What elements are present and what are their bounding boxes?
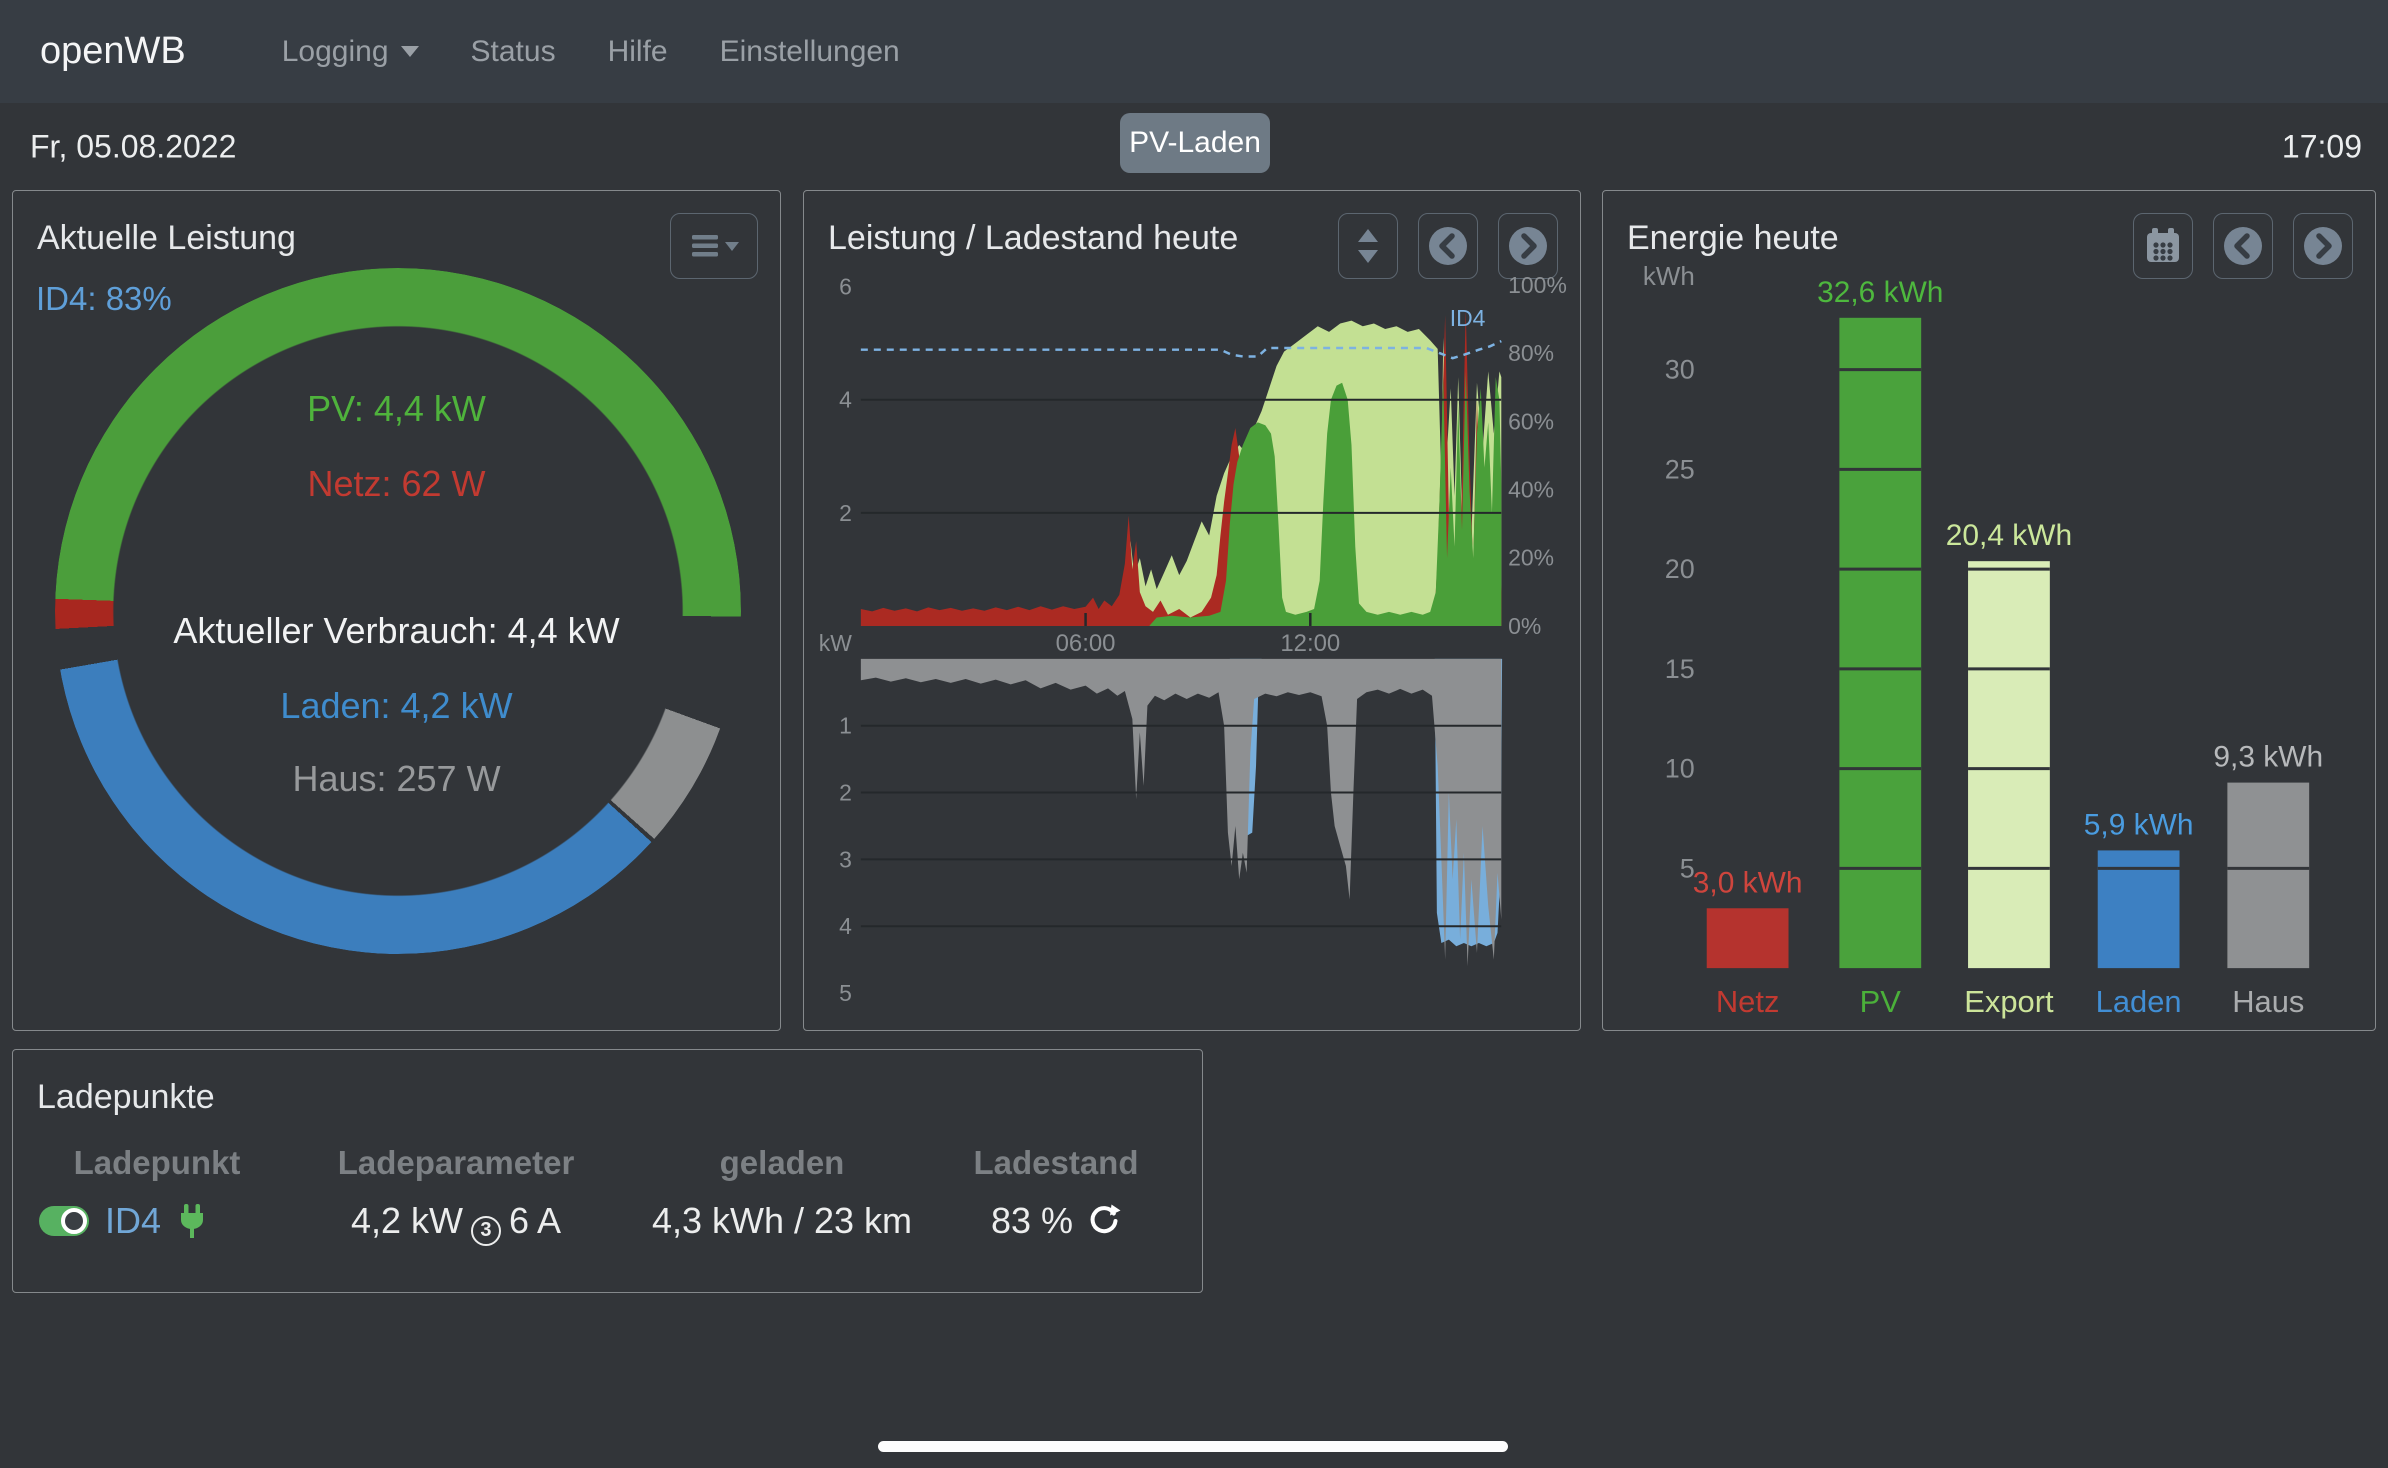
svg-text:30: 30 (1665, 355, 1695, 385)
svg-text:Export: Export (1964, 984, 2054, 1019)
gauge-consumption-value: Aktueller Verbrauch: 4,4 kW (173, 610, 620, 651)
chevron-circle-right-icon (2304, 227, 2342, 265)
chargepoint-cell-charged: 4,3 kWh / 23 km (651, 1200, 913, 1241)
status-bar: Fr, 05.08.2022 PV-Laden 17:09 (0, 103, 2388, 190)
svg-text:kW: kW (819, 630, 852, 656)
svg-text:15: 15 (1665, 654, 1695, 684)
svg-text:6: 6 (839, 274, 852, 300)
svg-text:0%: 0% (1508, 613, 1541, 639)
energy-next-day-button[interactable] (2293, 213, 2353, 279)
svg-text:5: 5 (839, 980, 852, 1006)
nav-item-hilfe[interactable]: Hilfe (607, 34, 668, 68)
chart-resize-button[interactable] (1338, 213, 1398, 279)
vehicle-name-link[interactable]: ID4 (105, 1200, 162, 1241)
svg-text:PV: PV (1860, 984, 1902, 1019)
nav-item-status[interactable]: Status (470, 34, 556, 68)
gauge-house-value: Haus: 257 W (292, 758, 501, 799)
home-indicator[interactable] (878, 1441, 1508, 1452)
svg-text:kWh: kWh (1643, 263, 1695, 291)
column-header-geladen: geladen (719, 1144, 845, 1181)
refresh-icon (1090, 1204, 1121, 1234)
chargepoint-cell-parameters: 4,2 kW 3 6 A (275, 1200, 637, 1246)
svg-text:2: 2 (839, 500, 852, 526)
date-label: Fr, 05.08.2022 (30, 128, 237, 164)
energy-bar-chart: kWh 5 10 15 20 25 30 3,0 kWh Netz 32,6 kWh PV 20,4 … (1643, 263, 2323, 1019)
svg-text:20,4 kWh: 20,4 kWh (1946, 519, 2072, 552)
chevron-circle-left-icon (1429, 227, 1467, 265)
brand-openwb[interactable]: openWB (40, 30, 186, 72)
gauge-menu-button[interactable] (670, 213, 758, 279)
svg-text:5: 5 (1680, 853, 1695, 883)
svg-text:12:00: 12:00 (1280, 630, 1340, 657)
phase-count-icon: 3 (470, 1215, 501, 1246)
svg-text:60%: 60% (1508, 408, 1554, 434)
card-title-energy: Energie heute (1627, 219, 1839, 257)
card-title-daily-chart: Leistung / Ladestand heute (828, 219, 1239, 257)
chargepoint-enable-toggle[interactable] (39, 1206, 89, 1236)
nav-item-logging[interactable]: Logging (282, 35, 419, 69)
charge-mode-button[interactable]: PV-Laden (1120, 113, 1270, 173)
svg-text:1: 1 (839, 713, 852, 739)
up-down-triangles-icon (1358, 229, 1378, 263)
svg-text:5,9 kWh: 5,9 kWh (2084, 808, 2194, 841)
svg-text:20: 20 (1665, 554, 1695, 584)
caret-down-icon (400, 46, 419, 57)
chargepoint-cell-name: ID4 (39, 1200, 339, 1242)
clock-label: 17:09 (2281, 128, 2362, 164)
svg-text:80%: 80% (1508, 340, 1554, 366)
svg-text:06:00: 06:00 (1056, 630, 1116, 657)
svg-text:100%: 100% (1508, 272, 1567, 298)
svg-text:4: 4 (839, 387, 852, 413)
svg-text:9,3 kWh: 9,3 kWh (2213, 741, 2323, 774)
svg-text:4: 4 (839, 913, 852, 939)
card-current-power: Aktuelle Leistung ID4: 83% PV: 4,4 kW Ne… (12, 190, 781, 1031)
nav-item-einstellungen[interactable]: Einstellungen (719, 34, 900, 68)
svg-text:10: 10 (1665, 754, 1695, 784)
chevron-circle-left-icon (2224, 227, 2262, 265)
svg-text:40%: 40% (1508, 477, 1554, 503)
gauge-pv-value: PV: 4,4 kW (307, 388, 486, 429)
soc-refresh-button[interactable] (1087, 1204, 1121, 1238)
gauge-grid-value: Netz: 62 W (307, 463, 486, 504)
power-donut-gauge (55, 268, 741, 954)
svg-text:Laden: Laden (2096, 984, 2182, 1019)
hamburger-caret-icon (692, 235, 739, 257)
svg-text:3,0 kWh: 3,0 kWh (1693, 866, 1803, 899)
card-energy-today: Energie heute kWh 5 10 15 20 25 30 3, (1602, 190, 2376, 1031)
chart-prev-day-button[interactable] (1418, 213, 1478, 279)
energy-calendar-button[interactable] (2133, 213, 2193, 279)
calendar-icon (2147, 228, 2179, 262)
energy-prev-day-button[interactable] (2213, 213, 2273, 279)
column-header-ladeparameter: Ladeparameter (337, 1144, 575, 1181)
chevron-circle-right-icon (1509, 227, 1547, 265)
card-title-current-power: Aktuelle Leistung (37, 219, 296, 257)
svg-text:ID4: ID4 (1450, 305, 1486, 331)
plug-icon (181, 1204, 204, 1238)
column-header-ladestand: Ladestand (973, 1144, 1139, 1181)
column-header-ladepunkt: Ladepunkt (73, 1144, 241, 1181)
gauge-charge-value: Laden: 4,2 kW (280, 685, 513, 726)
svg-text:32,6 kWh: 32,6 kWh (1817, 276, 1943, 309)
card-daily-power-chart: Leistung / Ladestand heute ID4 2 4 6 0% 20% 40… (803, 190, 1581, 1031)
svg-text:25: 25 (1665, 454, 1695, 484)
navbar: openWB Logging Status Hilfe Einstellunge… (0, 0, 2388, 103)
svg-text:20%: 20% (1508, 545, 1554, 571)
chart-next-day-button[interactable] (1498, 213, 1558, 279)
svg-text:3: 3 (839, 846, 852, 872)
svg-text:Netz: Netz (1716, 984, 1780, 1019)
card-title-chargepoints: Ladepunkte (37, 1078, 215, 1116)
card-chargepoints: Ladepunkte Ladepunkt Ladeparameter gelad… (12, 1049, 1203, 1293)
chargepoint-cell-soc: 83 % (925, 1200, 1187, 1242)
svg-text:Haus: Haus (2232, 984, 2304, 1019)
vehicle-soc-badge: ID4: 83% (36, 280, 172, 317)
svg-text:2: 2 (839, 780, 852, 806)
